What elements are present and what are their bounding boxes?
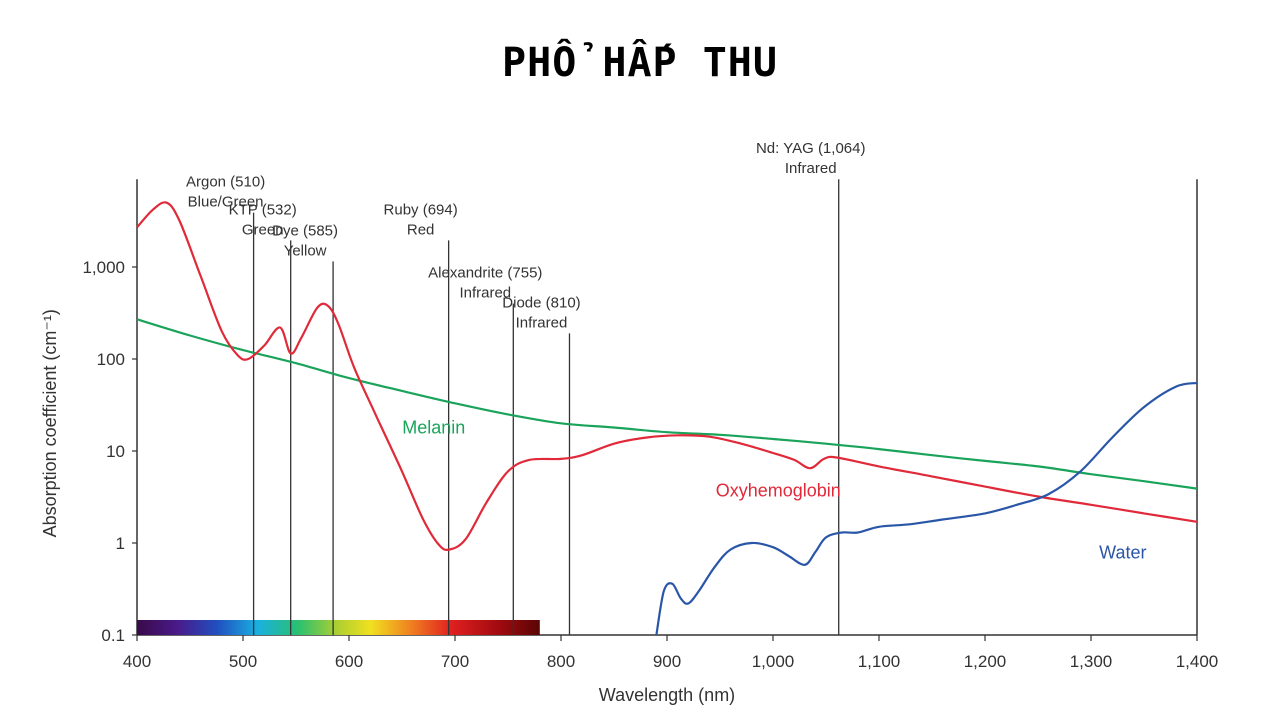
y-tick-label: 1,000 [82,258,125,277]
laser-sublabel: Blue/Green [188,194,264,211]
y-tick-label: 10 [106,442,125,461]
x-tick-label: 1,000 [752,652,795,671]
x-tick-label: 1,100 [858,652,901,671]
laser-sublabel: Green [242,221,284,238]
laser-label: Diode (810) [502,294,580,311]
x-tick-label: 700 [441,652,469,671]
series-lines [136,201,1198,636]
laser-lines [252,179,840,635]
laser-label: Dye (585) [272,222,338,239]
y-tick-label: 1 [116,534,125,553]
melanin-label: Melanin [402,417,465,437]
x-tick-label: 400 [123,652,151,671]
laser-label: Ruby (694) [384,201,458,218]
laser-label: Alexandrite (755) [428,265,542,282]
oxyhemoglobin-line [136,201,1198,552]
water-line [655,381,1198,636]
laser-label: KTP (532) [229,201,297,218]
page-title: PHỔ HẤP THU [502,40,778,86]
x-axis-label: Wavelength (nm) [599,685,735,705]
x-tick-label: 1,200 [964,652,1007,671]
y-axis-label: Absorption coefficient (cm⁻¹) [40,309,60,537]
x-tick-label: 1,400 [1176,652,1219,671]
laser-label: Argon (510) [186,174,265,191]
x-tick-label: 800 [547,652,575,671]
spectrum-bar-group [137,620,540,635]
x-tick-label: 1,300 [1070,652,1113,671]
laser-sublabel: Yellow [284,242,327,259]
oxyhemoglobin-label: Oxyhemoglobin [716,481,841,501]
y-tick-label: 0.1 [101,626,125,645]
laser-sublabel: Infrared [459,285,511,302]
x-tick-label: 600 [335,652,363,671]
laser-sublabel: Red [407,221,435,238]
laser-sublabel: Infrared [516,314,568,331]
x-tick-label: 500 [229,652,257,671]
visible-spectrum-bar [137,620,540,635]
y-tick-label: 100 [97,350,125,369]
x-tick-label: 900 [653,652,681,671]
water-label: Water [1099,542,1146,562]
laser-sublabel: Infrared [785,160,837,177]
melanin-line [136,318,1198,490]
laser-label: Nd: YAG (1,064) [756,140,866,157]
